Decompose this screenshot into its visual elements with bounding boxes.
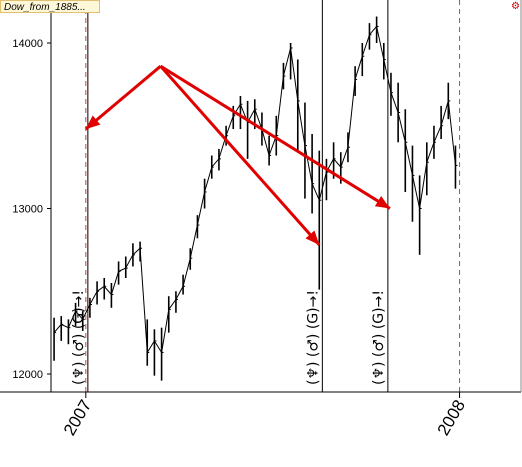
price-bars [53,16,458,381]
arrow-head [374,196,390,209]
event-glyphs: (♆) (♂) (G)→! [371,290,387,385]
price-line [53,25,456,355]
event-glyphs: (♆) (♂) (G)→! [305,290,321,385]
plot-background [51,0,521,392]
y-tick-label: 13000 [12,204,43,216]
x-tick-label: 2007 [60,397,95,439]
arrow-head [305,230,320,245]
annotation-arrows [84,64,391,246]
symbol-label[interactable]: Dow_from_1885... [0,0,100,13]
y-tick-label: 12000 [12,369,43,381]
arrow-shaft [84,65,162,131]
x-tick-label: 2008 [434,397,469,439]
y-tick-label: 14000 [12,38,43,50]
event-glyphs: (♆) (♂) (G)→! [71,290,87,385]
arrow-head [85,115,101,130]
arrow-shaft [159,65,321,246]
arrow-shaft [159,64,391,210]
gear-icon[interactable]: ⚙ [511,1,520,12]
